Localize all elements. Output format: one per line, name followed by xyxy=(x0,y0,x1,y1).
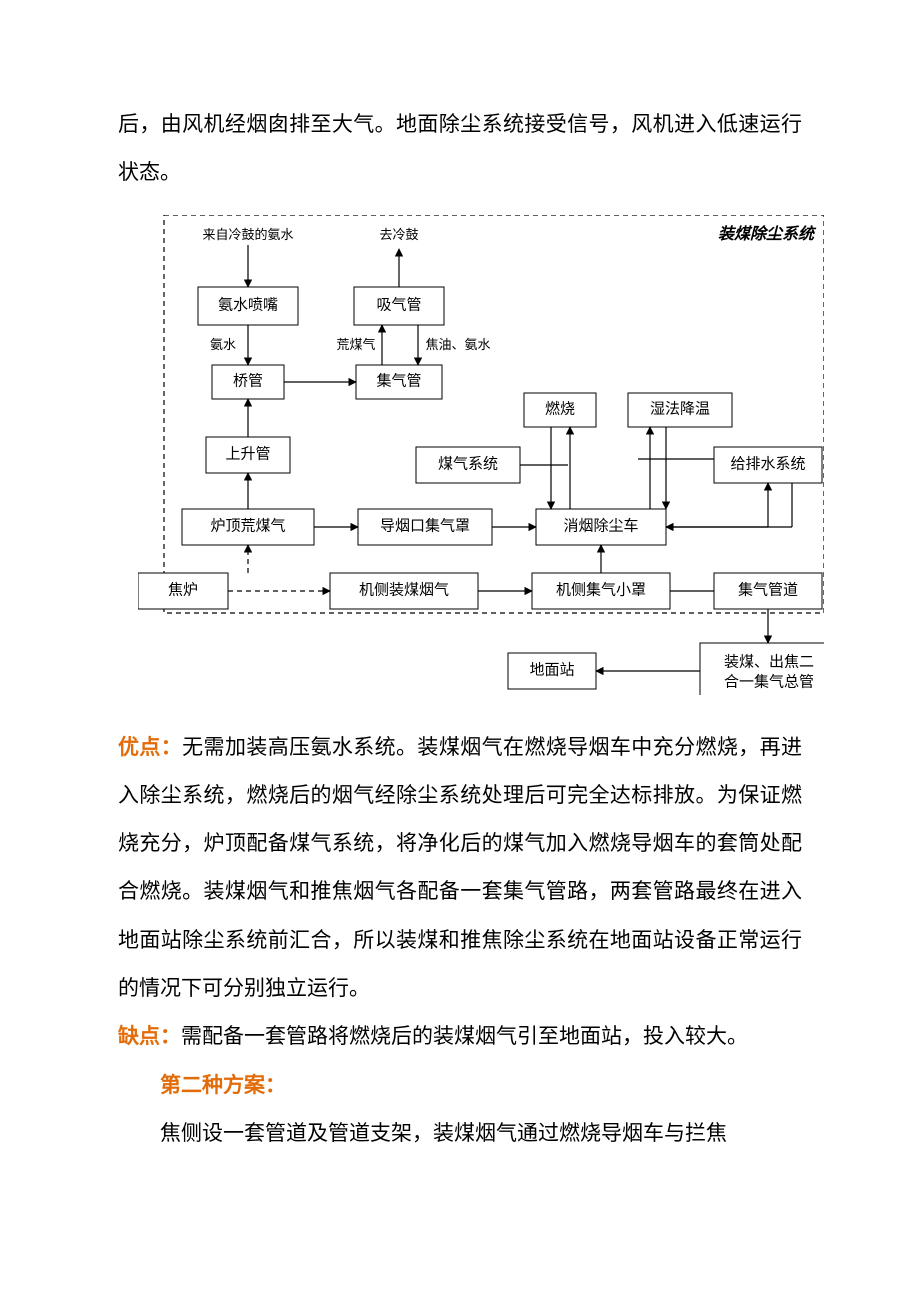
plan2-label: 第二种方案： xyxy=(160,1073,286,1097)
svg-text:集气管道: 集气管道 xyxy=(738,581,798,598)
disadvantage-text: 需配备一套管路将燃烧后的装煤烟气引至地面站，投入较大。 xyxy=(181,1024,748,1048)
disadvantage-label: 缺点： xyxy=(118,1024,181,1048)
node-jiaolu: 焦炉 xyxy=(138,573,228,609)
node-ranshao: 燃烧 xyxy=(524,393,596,427)
disadvantage-paragraph: 缺点：需配备一套管路将燃烧后的装煤烟气引至地面站，投入较大。 xyxy=(118,1012,802,1060)
node-geipaishui: 给排水系统 xyxy=(714,447,822,483)
intro-paragraph: 后，由风机经烟囱排至大气。地面除尘系统接受信号，风机进入低速运行状态。 xyxy=(118,100,802,197)
node-jiqiguan: 集气管 xyxy=(356,365,442,399)
svg-text:桥管: 桥管 xyxy=(233,372,263,389)
svg-text:装煤、出焦二: 装煤、出焦二 xyxy=(724,653,814,670)
node-xiaoyan: 消烟除尘车 xyxy=(536,509,666,545)
node-qiaoguan: 桥管 xyxy=(212,365,284,399)
svg-text:燃烧: 燃烧 xyxy=(545,399,575,417)
node-luding: 炉顶荒煤气 xyxy=(182,509,314,545)
plan2-text: 焦侧设一套管道及管道支架，装煤烟气通过燃烧导烟车与拦焦 xyxy=(118,1109,802,1157)
node-jicehood: 机侧集气小罩 xyxy=(532,573,670,609)
svg-text:消烟除尘车: 消烟除尘车 xyxy=(563,517,638,534)
advantage-label: 优点： xyxy=(118,735,182,759)
svg-text:地面站: 地面站 xyxy=(529,661,574,678)
node-jiqidao: 集气管道 xyxy=(714,573,822,609)
document-page: 后，由风机经烟囱排至大气。地面除尘系统接受信号，风机进入低速运行状态。 装煤除尘… xyxy=(0,0,920,1197)
node-jice: 机侧装煤烟气 xyxy=(330,573,478,609)
top-out-label: 去冷鼓 xyxy=(379,227,418,242)
advantage-text: 无需加装高压氨水系统。装煤烟气在燃烧导烟车中充分燃烧，再进入除尘系统，燃烧后的烟… xyxy=(118,735,802,1000)
top-in-label: 来自冷鼓的氨水 xyxy=(202,227,293,242)
svg-text:合一集气总管: 合一集气总管 xyxy=(724,673,814,690)
advantage-paragraph: 优点：无需加装高压氨水系统。装煤烟气在燃烧导烟车中充分燃烧，再进入除尘系统，燃烧… xyxy=(118,723,802,1013)
svg-text:焦炉: 焦炉 xyxy=(168,581,198,598)
node-xiqiguan: 吸气管 xyxy=(354,287,444,325)
svg-text:吸气管: 吸气管 xyxy=(376,296,421,313)
node-dimian: 地面站 xyxy=(508,653,596,689)
svg-text:机侧集气小罩: 机侧集气小罩 xyxy=(556,581,646,598)
svg-text:湿法降温: 湿法降温 xyxy=(650,400,710,417)
edge-huangmei-label: 荒煤气 xyxy=(336,337,375,352)
edge-jiaoyou-label: 焦油、氨水 xyxy=(425,337,490,352)
plan2-heading: 第二种方案： xyxy=(118,1061,802,1109)
svg-text:炉顶荒煤气: 炉顶荒煤气 xyxy=(210,517,285,534)
node-daoyan: 导烟口集气罩 xyxy=(358,509,492,545)
flowchart-diagram: 装煤除尘系统 来自冷鼓的氨水 去冷鼓 氨水喷嘴 吸气管 桥管 集气 xyxy=(138,215,824,695)
svg-text:上升管: 上升管 xyxy=(225,445,270,462)
svg-text:机侧装煤烟气: 机侧装煤烟气 xyxy=(359,581,449,598)
svg-text:氨水喷嘴: 氨水喷嘴 xyxy=(218,296,278,313)
node-shifa: 湿法降温 xyxy=(628,393,732,427)
diagram-title: 装煤除尘系统 xyxy=(718,225,817,243)
node-shengguan: 上升管 xyxy=(206,437,290,473)
svg-text:给排水系统: 给排水系统 xyxy=(730,455,805,472)
edge-anshui-label: 氨水 xyxy=(210,337,236,352)
node-anshui: 氨水喷嘴 xyxy=(198,287,298,325)
svg-text:煤气系统: 煤气系统 xyxy=(438,455,498,472)
node-erheyi: 装煤、出焦二 合一集气总管 xyxy=(700,643,824,695)
svg-text:导烟口集气罩: 导烟口集气罩 xyxy=(380,517,470,534)
node-meiqi: 煤气系统 xyxy=(416,447,520,483)
svg-text:集气管: 集气管 xyxy=(376,372,421,389)
